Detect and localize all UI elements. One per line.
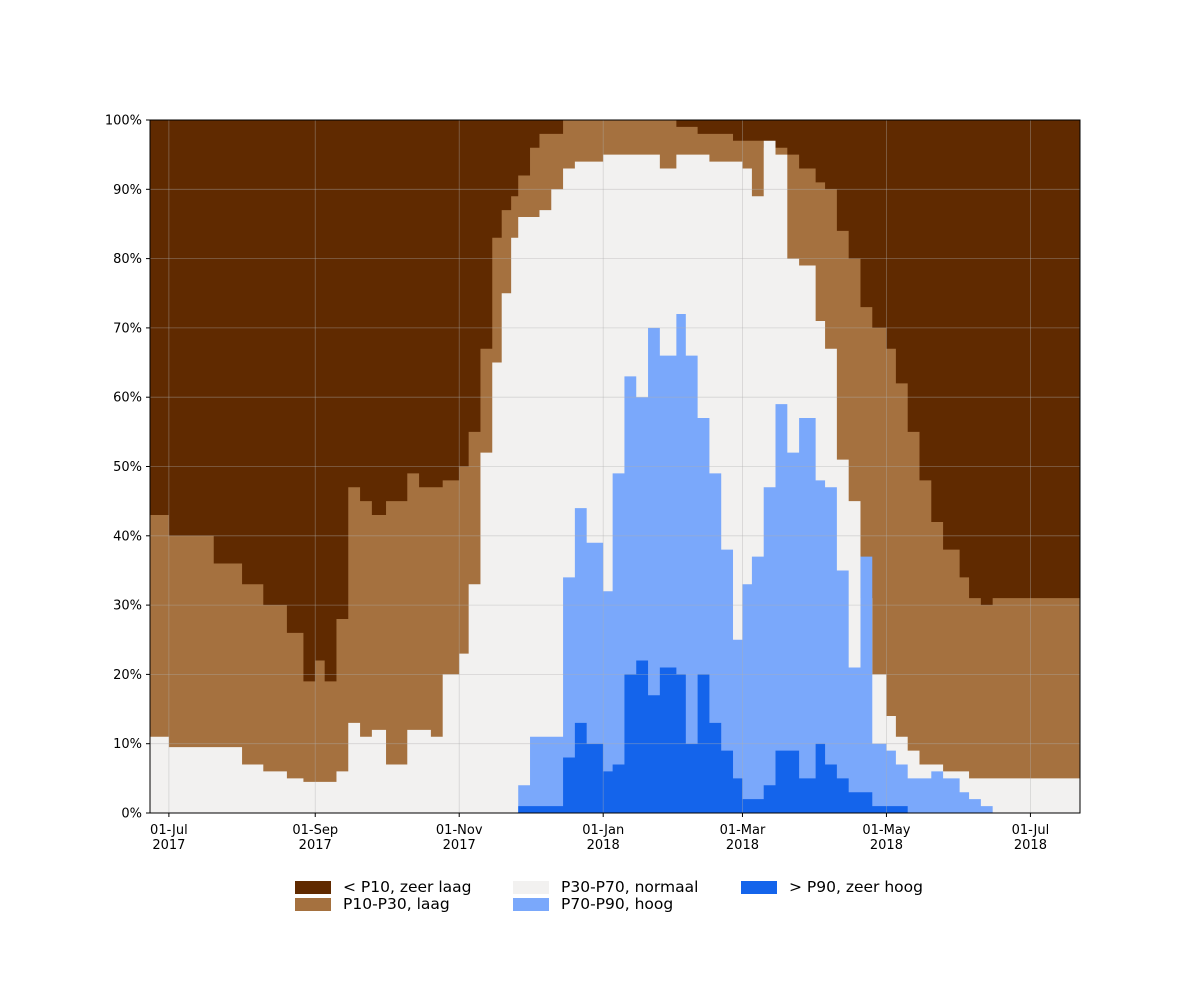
legend-label: P10-P30, laag [343,895,450,913]
y-tick-label: 0% [121,807,142,822]
y-tick-label: 80% [113,252,142,267]
legend: < P10, zeer laag P10-P30, laag P30-P70, … [295,878,975,918]
x-tick-label: 01-Mar [720,823,766,838]
y-tick-label: 60% [113,391,142,406]
legend-label: P70-P90, hoog [561,895,674,913]
y-tick-label: 50% [113,460,142,475]
x-axis: 01-Jul201701-Sep201701-Nov201701-Jan2018… [150,813,1049,853]
area-zeer-hoog [150,660,1080,813]
area-hoog [150,314,1080,813]
legend-swatch-laag [295,898,331,911]
x-tick-label: 01-Jul [1012,823,1050,838]
x-tick-label: 01-Jan [582,823,624,838]
x-tick-label: 01-Sep [292,823,338,838]
y-tick-label: 10% [113,737,142,752]
legend-label: < P10, zeer laag [343,878,472,896]
x-tick-label: 01-Jul [150,823,188,838]
x-tick-year: 2017 [299,838,332,853]
x-tick-year: 2018 [1014,838,1047,853]
y-axis: 0% 10% 20% 30% 40% 50% 60% 70% 80% 90% 100% [105,114,150,822]
legend-swatch-normaal [513,881,549,894]
legend-label: P30-P70, normaal [561,878,699,896]
x-tick-label: 01-May [862,823,910,838]
x-tick-year: 2018 [726,838,759,853]
legend-swatch-zeer-hoog [741,881,777,894]
legend-label: > P90, zeer hoog [789,878,923,896]
plot-area [150,120,1080,814]
x-tick-year: 2017 [443,838,476,853]
gridlines [150,120,1080,813]
y-tick-label: 30% [113,599,142,614]
y-tick-label: 70% [113,321,142,336]
x-tick-year: 2017 [152,838,185,853]
legend-swatch-zeer-laag [295,881,331,894]
x-tick-year: 2018 [587,838,620,853]
y-tick-label: 20% [113,668,142,683]
x-tick-year: 2018 [870,838,903,853]
legend-swatch-hoog [513,898,549,911]
y-tick-label: 100% [105,114,142,129]
y-tick-label: 90% [113,183,142,198]
y-tick-label: 40% [113,529,142,544]
x-tick-label: 01-Nov [436,823,483,838]
